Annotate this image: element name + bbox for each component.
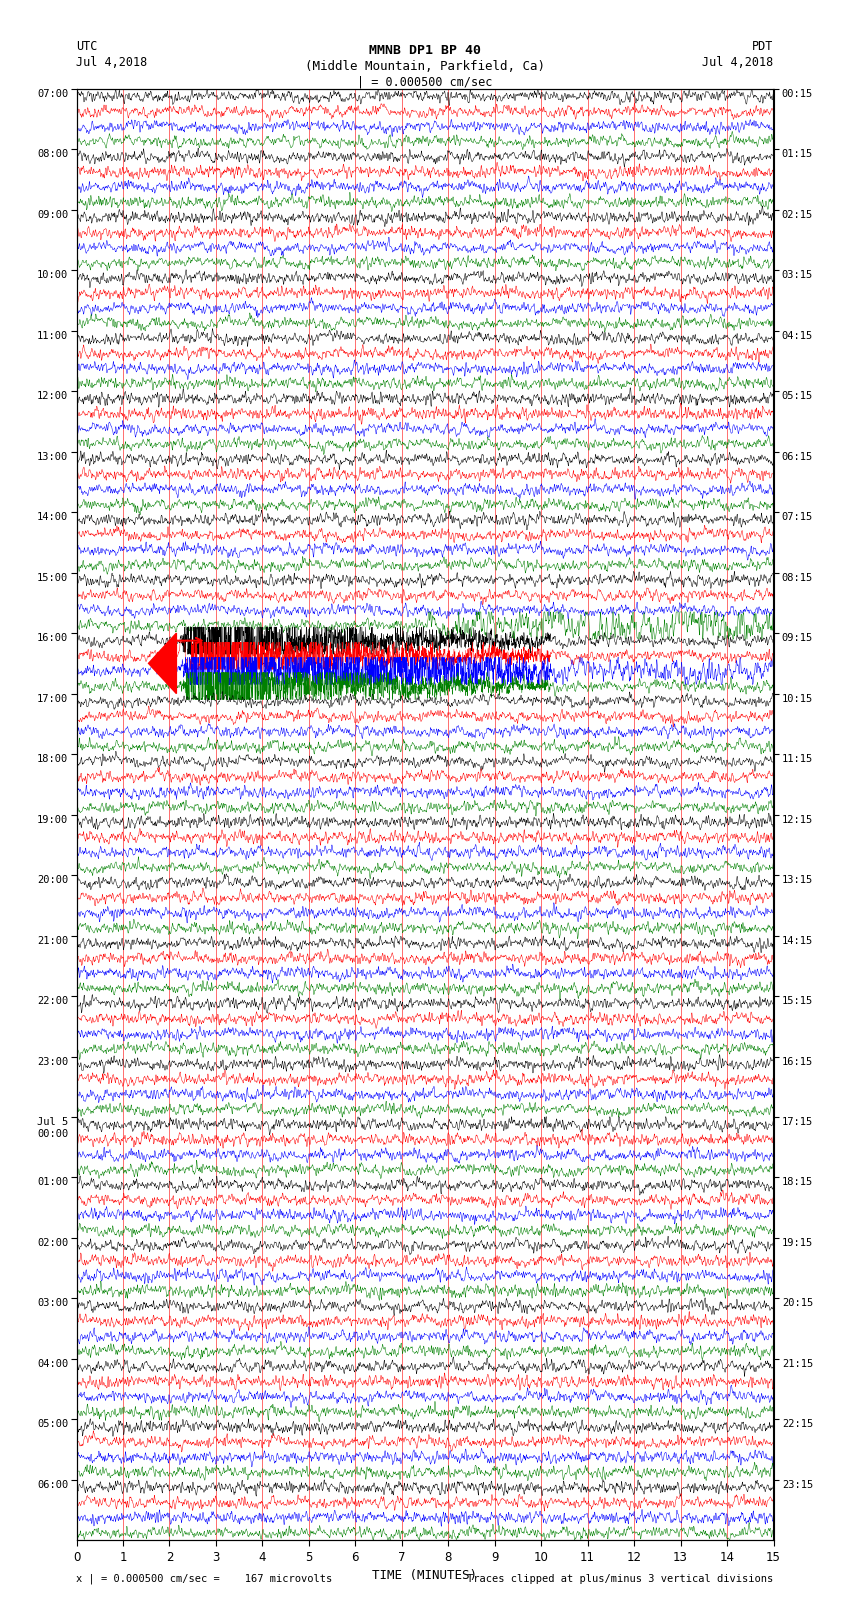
Polygon shape (149, 634, 177, 694)
Text: PDT: PDT (752, 40, 774, 53)
Text: UTC: UTC (76, 40, 98, 53)
Text: MMNB DP1 BP 40: MMNB DP1 BP 40 (369, 44, 481, 56)
X-axis label: TIME (MINUTES): TIME (MINUTES) (372, 1569, 478, 1582)
Text: x | = 0.000500 cm/sec =    167 microvolts: x | = 0.000500 cm/sec = 167 microvolts (76, 1573, 332, 1584)
Text: | = 0.000500 cm/sec: | = 0.000500 cm/sec (357, 76, 493, 89)
Text: Jul 4,2018: Jul 4,2018 (702, 56, 774, 69)
Text: Traces clipped at plus/minus 3 vertical divisions: Traces clipped at plus/minus 3 vertical … (468, 1574, 774, 1584)
Text: Jul 4,2018: Jul 4,2018 (76, 56, 148, 69)
Text: (Middle Mountain, Parkfield, Ca): (Middle Mountain, Parkfield, Ca) (305, 60, 545, 73)
